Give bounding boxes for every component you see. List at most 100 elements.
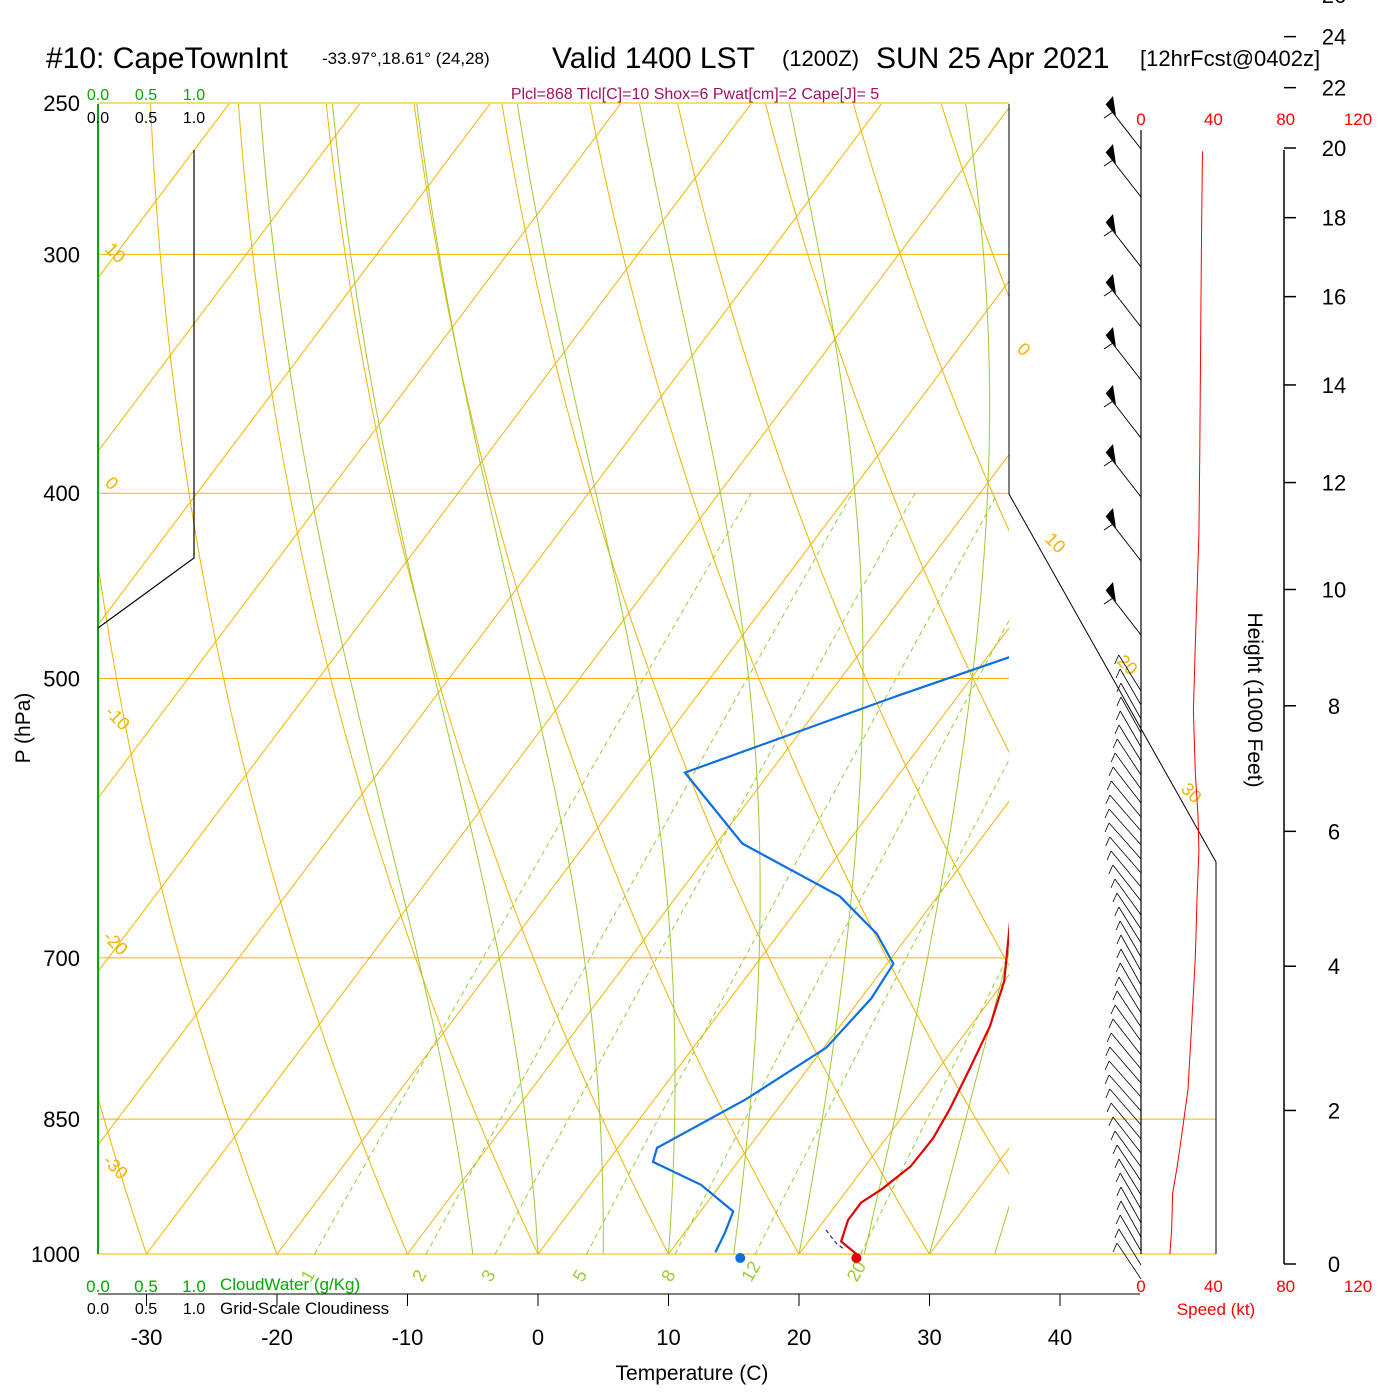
dry-adiabat--20	[98, 560, 278, 1254]
speed-bottom-tick: 40	[1204, 1277, 1223, 1296]
wind-barb-feather	[1108, 1116, 1114, 1127]
wind-barb-feather	[1114, 906, 1120, 917]
temperature-tick-label: 40	[1048, 1325, 1072, 1350]
height-tick-label: 18	[1322, 206, 1346, 231]
height-tick-label: 14	[1322, 373, 1346, 398]
wind-barb	[1105, 515, 1142, 562]
wind-barb-feather	[1114, 1228, 1120, 1239]
speed-bottom-tick: 0	[1136, 1277, 1145, 1296]
wind-barb-feather	[1114, 724, 1120, 735]
surface-temperature-marker	[851, 1253, 862, 1263]
dry-adiabat-110	[1204, 103, 1400, 1254]
pressure-tick-label: 850	[43, 1107, 80, 1132]
moist-adiabat-15	[639, 104, 761, 1254]
wind-barb	[1109, 836, 1142, 874]
wind-barb-feather	[1103, 459, 1114, 467]
pressure-tick-label: 300	[43, 242, 80, 267]
dry-adiabat-lines	[98, 103, 1400, 1254]
wind-barb	[1112, 1116, 1142, 1154]
height-tick-label: 22	[1322, 76, 1346, 101]
speed-top-tick: 40	[1204, 110, 1223, 129]
temperature-tick-label: -10	[392, 1325, 424, 1350]
temperature-tick-label: -30	[131, 1325, 163, 1350]
wind-barb-feather	[1115, 1172, 1121, 1183]
dry-adiabat--30	[98, 1095, 147, 1254]
speed-bottom-ticks: 0 40 80 120	[1136, 1277, 1372, 1296]
wind-barb	[1116, 990, 1142, 1028]
wind-barb-feather	[1103, 400, 1114, 408]
wind-barb-feather	[1115, 1214, 1121, 1225]
wind-barb-feather	[1103, 159, 1114, 167]
wind-barb	[1119, 710, 1142, 748]
mixing-ratio-label: 5	[569, 1266, 591, 1285]
mixing-ratio-labels: 1 2 3 5 8 12 20	[297, 1258, 870, 1285]
mixing-ratio-line-0	[314, 492, 752, 1254]
dry-adiabat-40	[589, 104, 1009, 1175]
station-title: #10: CapeTownInt	[46, 42, 288, 75]
mixing-ratio-label: 3	[477, 1266, 499, 1285]
dry-adiabat-0	[237, 104, 539, 1254]
wind-barb-feather	[1105, 836, 1111, 847]
cloudiness-bottom-tick: 0.0	[87, 1301, 109, 1318]
pressure-tick-label: 400	[43, 481, 80, 506]
wind-barb-flag	[1106, 582, 1116, 602]
wind-panel-boundary	[1008, 104, 1217, 1254]
dry-adiabat-130	[1380, 103, 1400, 1254]
moist-adiabat-5	[416, 104, 604, 1254]
wind-barb-flag	[1106, 444, 1116, 464]
moist-adiabat-25	[863, 104, 991, 1254]
speed-top-tick: 0	[1136, 110, 1145, 129]
wind-barb-feather	[1115, 668, 1121, 679]
wind-barb	[1120, 948, 1142, 986]
cloudwater-bottom-tick: 0.0	[86, 1277, 110, 1296]
parcel-path-line	[825, 1229, 846, 1251]
isotherm--60	[98, 104, 622, 800]
zulu-time: (1200Z)	[782, 46, 859, 71]
wind-barb-feather	[1106, 1102, 1112, 1113]
moist-adiabat-lines	[259, 104, 1009, 1254]
wind-barb	[1114, 1004, 1142, 1042]
temperature-tick-label: 10	[656, 1325, 680, 1350]
wind-barb	[1114, 752, 1142, 790]
mixing-ratio-line-4	[674, 619, 1009, 1254]
wind-barb-feather	[1105, 1046, 1111, 1057]
isotherm-label: 30	[1177, 779, 1205, 807]
wind-barb	[1105, 451, 1142, 498]
isotherm-label: -30	[99, 1151, 132, 1184]
wind-barb-feather	[1115, 962, 1121, 973]
wind-barb	[1118, 976, 1142, 1014]
height-tick-labels: 02468101214161820222426283032	[1322, 0, 1346, 1277]
isotherm-label: 0	[101, 473, 122, 494]
cloudiness-top-tick: 0.0	[87, 110, 109, 127]
wind-barb	[1118, 906, 1142, 944]
wind-barb	[1120, 1186, 1142, 1224]
wind-barb-feather	[1103, 342, 1114, 350]
moist-adiabat--5	[259, 104, 474, 1254]
wind-barb-feather	[1103, 597, 1114, 605]
wind-barb-feather	[1103, 523, 1114, 531]
temperature-tick-label: 20	[787, 1325, 811, 1350]
wind-barb	[1116, 738, 1142, 776]
isotherm-0	[537, 627, 1009, 1254]
pressure-tick-label: 700	[43, 946, 80, 971]
speed-axis-title: Speed (kt)	[1177, 1300, 1255, 1319]
temperature-tick-labels: -30 -20 -10 0 10 20 30 40	[131, 1325, 1073, 1350]
wind-barb-feather	[1105, 1088, 1111, 1099]
isotherm--40	[98, 104, 883, 1146]
wind-barb	[1120, 682, 1142, 720]
wind-barb-feather	[1112, 738, 1118, 749]
isotherm-label: 10	[101, 239, 129, 267]
mixing-ratio-line-1	[425, 492, 853, 1254]
speed-bottom-tick: 120	[1344, 1277, 1372, 1296]
wind-barb-feather	[1112, 1144, 1118, 1155]
wind-barb-feather	[1115, 920, 1121, 931]
height-tick-label: 24	[1322, 25, 1346, 50]
wind-barb-feather	[1110, 878, 1116, 889]
wind-barb	[1119, 668, 1142, 706]
wind-barb	[1105, 221, 1142, 268]
wind-barb	[1105, 589, 1142, 636]
wind-barb-feather	[1103, 111, 1114, 119]
wind-barb-feather	[1114, 654, 1120, 665]
height-tick-label: 16	[1322, 285, 1346, 310]
